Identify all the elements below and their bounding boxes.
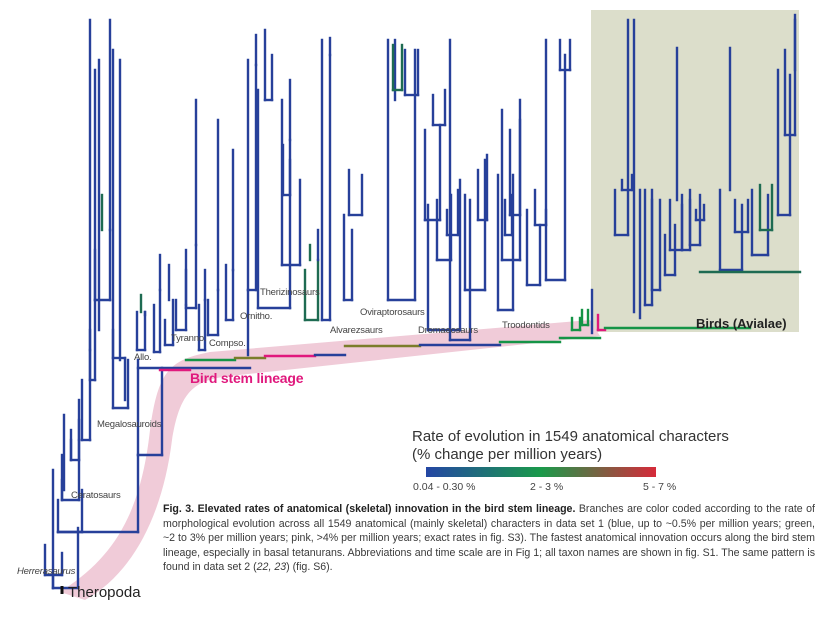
clade-label-dromaeosaurs: Dromaeosaurs <box>418 325 478 336</box>
tree-branches <box>43 13 802 594</box>
legend-tick-mid: 2 - 3 % <box>530 481 564 493</box>
birds-clade-background <box>591 10 799 332</box>
clade-label-allo: Allo. <box>134 352 152 363</box>
clade-label-ornitho: Ornitho. <box>240 311 273 322</box>
caption-refs: 22, 23 <box>256 561 287 574</box>
root-label-theropoda: Theropoda <box>68 584 141 601</box>
legend-title-line-1: Rate of evolution in 1549 anatomical cha… <box>412 428 729 445</box>
caption-body-1: Branches are color coded according to th… <box>163 503 815 574</box>
clade-label-compso: Compso. <box>209 338 246 349</box>
clade-label-therizinosaurs: Therizinosaurs <box>260 287 320 298</box>
clade-label-megalosauroids: Megalosauroids <box>97 419 162 430</box>
clade-label-herrerasaurus: Herrerasaurus <box>17 566 76 577</box>
figure-caption: Fig. 3. Elevated rates of anatomical (sk… <box>163 502 815 575</box>
bird-stem-lineage-band <box>60 320 600 600</box>
clade-label-tyranno: Tyranno. <box>171 333 207 344</box>
legend-title: Rate of evolution in 1549 anatomical cha… <box>412 428 729 464</box>
clade-label-oviraptorosaurs: Oviraptorosaurs <box>360 307 425 318</box>
bird-stem-lineage-label: Bird stem lineage <box>190 370 304 386</box>
clade-label-alvarezsaurs: Alvarezsaurs <box>330 325 383 336</box>
legend-tick-low: 0.04 - 0.30 % <box>413 481 476 493</box>
clade-label-ceratosaurs: Ceratosaurs <box>71 490 121 501</box>
caption-body-2: ) (fig. S6). <box>286 561 333 574</box>
caption-title: Fig. 3. Elevated rates of anatomical (sk… <box>163 503 576 515</box>
birds-avialae-label: Birds (Avialae) <box>696 316 787 331</box>
clade-label-troodontids: Troodontids <box>502 320 550 331</box>
legend-gradient-bar <box>426 467 656 477</box>
legend-title-line-2: (% change per million years) <box>412 446 603 463</box>
legend-tick-high: 5 - 7 % <box>643 481 677 493</box>
